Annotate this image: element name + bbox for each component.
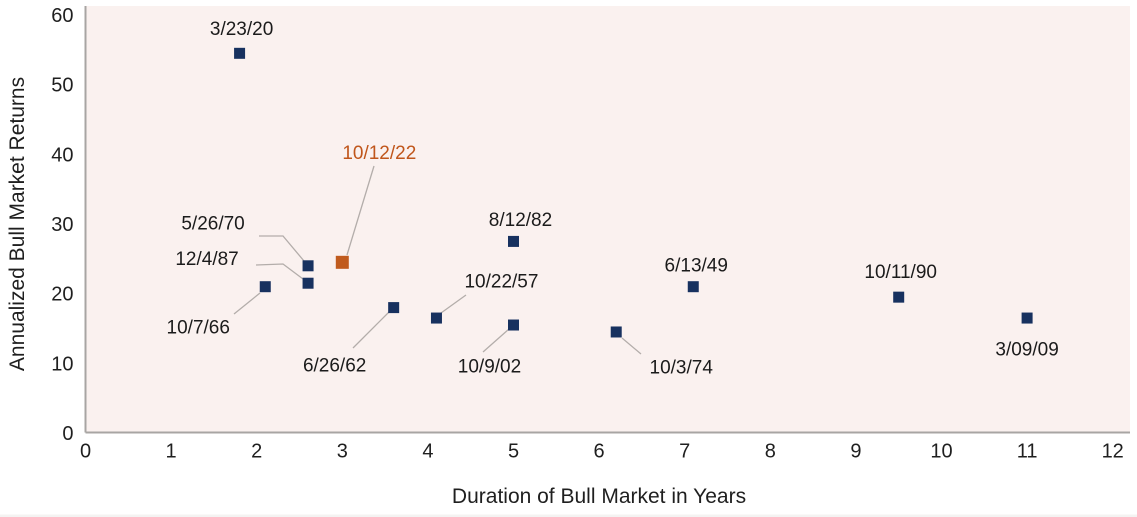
annotation-leader-line <box>259 235 305 262</box>
x-tick-label: 5 <box>508 441 519 463</box>
x-tick-label: 6 <box>594 441 605 463</box>
y-tick-label: 50 <box>51 75 73 97</box>
data-point-label: 10/9/02 <box>458 357 521 378</box>
x-tick-label: 12 <box>1102 441 1124 463</box>
data-point <box>259 281 271 293</box>
plot-background <box>85 6 1130 433</box>
annotation-leader-line <box>482 328 510 353</box>
annotation-leader-line <box>440 294 467 314</box>
annotation-leader-line <box>621 337 642 355</box>
annotation-leader-line <box>352 311 390 349</box>
y-tick-label: 20 <box>51 284 73 306</box>
x-tick-label: 0 <box>80 441 91 463</box>
y-axis-title: Annualized Bull Market Returns <box>6 77 29 371</box>
data-point <box>687 281 699 293</box>
x-tick-label: 7 <box>679 441 690 463</box>
bottom-edge-line <box>0 514 1137 517</box>
data-point-label: 10/7/66 <box>167 317 230 338</box>
annotation-leader-line <box>346 165 375 256</box>
y-tick-label: 60 <box>51 5 73 27</box>
data-point <box>430 312 442 324</box>
y-tick-label: 10 <box>51 353 73 375</box>
data-point <box>388 302 400 314</box>
data-point-label: 3/23/20 <box>210 19 273 40</box>
data-point-label: 10/22/57 <box>464 272 538 293</box>
data-point-label: 12/4/87 <box>175 249 238 270</box>
data-point-label: 5/26/70 <box>181 213 244 234</box>
data-point-label: 10/12/22 <box>342 143 416 164</box>
annotation-leader-line <box>233 292 261 315</box>
data-point <box>335 255 349 269</box>
x-axis-title: Duration of Bull Market in Years <box>452 485 746 508</box>
x-tick-label: 10 <box>930 441 952 463</box>
x-tick-label: 9 <box>850 441 861 463</box>
y-tick-label: 40 <box>51 144 73 166</box>
x-tick-label: 4 <box>422 441 433 463</box>
data-point <box>508 235 519 247</box>
data-point <box>1021 312 1033 324</box>
x-tick-label: 2 <box>251 441 262 463</box>
y-tick-label: 0 <box>62 423 73 445</box>
x-tick-label: 1 <box>166 441 177 463</box>
x-tick-label: 8 <box>765 441 776 463</box>
data-point <box>893 291 905 303</box>
data-point-label: 10/3/74 <box>650 358 714 379</box>
plot-layer: 0 1 2 3 4 5 6 7 8 9 10 11 1201020304050603/23/2010/7… <box>0 5 1137 517</box>
data-point-label: 6/13/49 <box>665 255 728 276</box>
x-tick-label: 3 <box>337 441 348 463</box>
data-point <box>508 319 519 331</box>
data-point-label: 8/12/82 <box>489 210 552 231</box>
data-point-label: 6/26/62 <box>303 355 366 376</box>
data-point <box>234 47 246 59</box>
y-tick-label: 30 <box>51 214 73 236</box>
data-point-label: 3/09/09 <box>995 340 1058 361</box>
data-point <box>610 326 622 338</box>
x-tick-label: 11 <box>1017 441 1038 463</box>
data-point-label: 10/11/90 <box>864 262 937 283</box>
data-point <box>302 277 314 289</box>
annotation-leader-line <box>255 263 304 280</box>
data-point <box>302 260 314 272</box>
